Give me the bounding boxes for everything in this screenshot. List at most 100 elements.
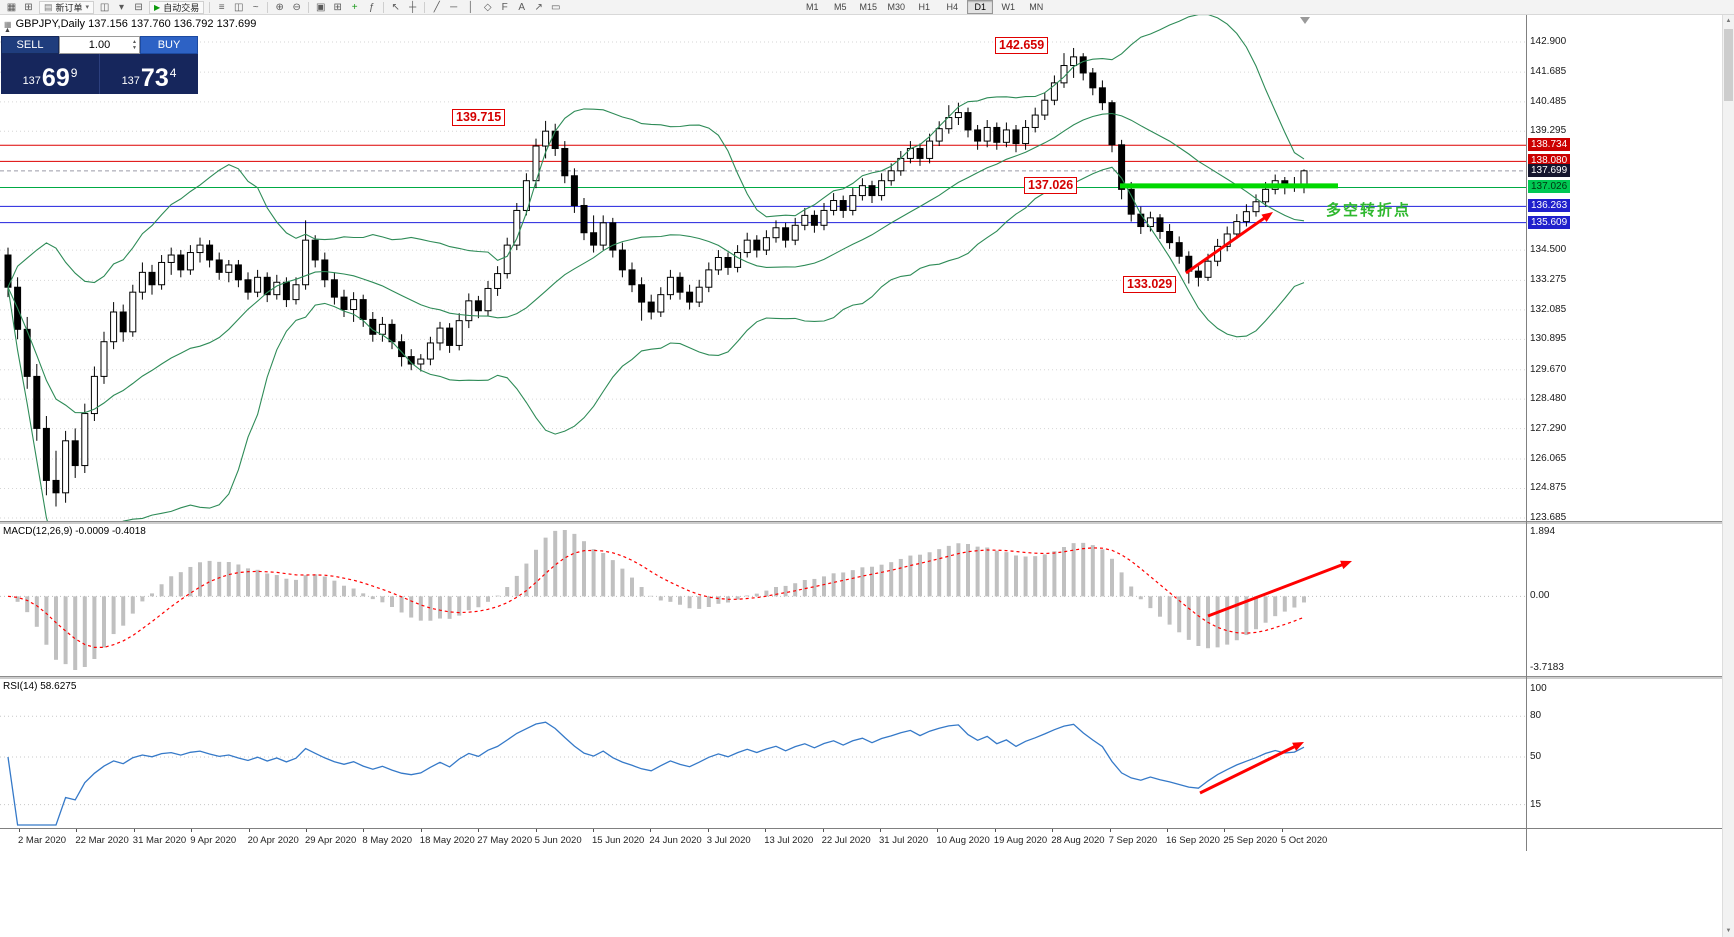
price-callout-142.659[interactable]: 142.659 (995, 37, 1049, 54)
candle-body (292, 284, 300, 301)
bb-upper[interactable] (7, 15, 1305, 288)
fibonacci-icon[interactable]: F (501, 1, 508, 13)
candle-body (446, 327, 454, 346)
chart-profiles-icon[interactable]: ◫ (99, 1, 110, 13)
bb-middle[interactable] (7, 112, 1305, 414)
trendline-icon[interactable]: ╱ (433, 1, 440, 13)
timeframe-button-M5[interactable]: M5 (833, 2, 847, 12)
candle-body (1137, 213, 1145, 228)
toolbar-profile-group: ◫ ▾ ⊟ (96, 1, 147, 14)
volume-input[interactable]: 1.00 ▲ ▼ (59, 36, 140, 54)
scroll-up-button[interactable]: ▲ (1725, 18, 1732, 24)
candle-body (81, 413, 89, 467)
candle-body (302, 239, 310, 286)
timeframe-button-H4[interactable]: H4 (946, 2, 958, 12)
grid-icon[interactable]: ⊞ (333, 1, 342, 13)
time-axis[interactable]: 2 Mar 2020 22 Mar 2020 31 Mar 2020 9 Apr 20… (0, 828, 1722, 851)
zoom-in-icon[interactable]: ⊕ (275, 1, 284, 13)
sell-price-button[interactable]: 137 69 9 (1, 54, 100, 94)
candle-body (1041, 99, 1049, 116)
candle-body (513, 209, 521, 246)
time-axis-label: 3 Jul 2020 (706, 835, 751, 846)
timeframe-button-M30[interactable]: M30 (887, 2, 905, 12)
indicators-icon[interactable]: ƒ (368, 1, 375, 13)
price-callout-137.026[interactable]: 137.026 (1024, 177, 1078, 194)
candlestick-chart-icon[interactable]: ◫ (233, 1, 244, 13)
scroll-down-button[interactable]: ▼ (1725, 928, 1732, 934)
candlesticks[interactable] (4, 47, 1308, 507)
candle-body (743, 239, 751, 254)
price-callout-139.715[interactable]: 139.715 (452, 109, 506, 126)
new-order-icon: ▤ (44, 1, 53, 12)
buy-price-button[interactable]: 137 73 4 (100, 54, 198, 94)
tile-windows-icon[interactable]: ⊟ (134, 1, 143, 13)
candle-body (254, 276, 262, 293)
pivot-note-text[interactable]: 多空转折点 (1326, 202, 1412, 219)
shapes-icon[interactable]: ▭ (550, 1, 561, 13)
timeframe-button-H1[interactable]: H1 (918, 2, 930, 12)
candle-body (1031, 114, 1039, 128)
main-chart-plot[interactable] (0, 15, 1526, 521)
toolbar-separator (267, 1, 269, 13)
candle-body (724, 256, 732, 268)
timeframe-button-W1[interactable]: W1 (1001, 2, 1015, 12)
candle-body (225, 264, 233, 273)
time-axis-tick (1167, 829, 1168, 832)
time-axis-label: 13 Jul 2020 (764, 835, 814, 846)
time-axis-tick (1281, 829, 1283, 832)
price-axis[interactable]: 142.900 141.685 140.485 139.295 134.500 133.2… (1526, 15, 1722, 851)
timeframe-toolbar: M1 M5 M15 M30 H1 H4 D1 W1 MN (799, 0, 1051, 14)
horizontal-line-icon[interactable]: ─ (450, 1, 458, 13)
timeframe-button-D1[interactable]: D1 (967, 0, 994, 14)
bb-lower[interactable] (7, 166, 1305, 521)
time-axis-label: 20 Apr 2020 (247, 835, 299, 846)
timeframe-button-M1[interactable]: M1 (805, 2, 819, 12)
trend-arrow-main[interactable] (1185, 214, 1269, 275)
candle-body (455, 320, 463, 346)
panel-separator-2[interactable] (0, 676, 1722, 679)
timeframe-button-MN[interactable]: MN (1029, 2, 1044, 12)
candle-body (263, 276, 271, 296)
toolbar: ▦ ⊞ ▤ 新订单 ▾ ◫ ▾ ⊟ ▶ 自动交易 ≡ ◫ ~ ⊕ ⊖ ▣ ⊞ + ƒ ↖ ┼ ╱ ─ │ ◇ F A ↗… (0, 0, 1734, 15)
macd-plot[interactable] (0, 524, 1526, 676)
candle-body (234, 264, 242, 281)
text-label-icon[interactable]: A (518, 1, 526, 13)
vertical-scrollbar[interactable]: ▲ ▼ (1722, 15, 1734, 937)
trend-arrow-macd[interactable] (1207, 561, 1347, 618)
sell-button[interactable]: SELL (1, 36, 59, 54)
candle-body (628, 269, 636, 286)
chart-shift-marker[interactable] (1300, 17, 1310, 24)
panel-separator-1[interactable] (0, 521, 1722, 524)
bar-chart-icon[interactable]: ≡ (218, 1, 225, 13)
arrow-tool-icon[interactable]: ↗ (534, 1, 543, 13)
price-axis-label: 132.085 (1530, 303, 1567, 315)
spin-down-icon[interactable]: ▼ (132, 45, 137, 51)
spin-up-icon[interactable]: ▲ (132, 39, 137, 45)
add-indicator-icon[interactable]: + (351, 1, 358, 13)
new-order-button[interactable]: ▤ 新订单 ▾ (39, 0, 95, 14)
one-click-trading-panel: ▲ SELL 1.00 ▲ ▼ BUY 137 69 9 (1, 27, 198, 94)
chart-window-icon[interactable]: ▦ (6, 1, 17, 13)
volume-spinner[interactable]: ▲ ▼ (132, 39, 137, 51)
scroll-thumb[interactable] (1724, 29, 1733, 101)
crosshair-icon[interactable]: ┼ (409, 1, 417, 13)
collapse-icon[interactable]: ▲ (4, 27, 11, 34)
timeframe-button-M15[interactable]: M15 (859, 2, 877, 12)
price-callout-133.029[interactable]: 133.029 (1123, 276, 1177, 293)
buy-button[interactable]: BUY (140, 36, 198, 54)
line-chart-icon[interactable]: ~ (252, 1, 259, 13)
rsi-plot[interactable] (0, 679, 1526, 828)
chevron-down-icon[interactable]: ▾ (119, 1, 125, 13)
vertical-line-icon[interactable]: │ (467, 1, 474, 13)
chart-area[interactable]: ▦ GBPJPY,Daily 137.156 137.760 136.792 1… (0, 15, 1722, 851)
candle-body (599, 222, 607, 246)
channel-icon[interactable]: ◇ (483, 1, 492, 13)
candle-body (839, 200, 847, 211)
zoom-out-icon[interactable]: ⊖ (292, 1, 301, 13)
cursor-icon[interactable]: ↖ (391, 1, 400, 13)
autotrade-button[interactable]: ▶ 自动交易 (149, 0, 205, 14)
new-chart-icon[interactable]: ⊞ (24, 1, 33, 13)
tile-charts-icon[interactable]: ▣ (315, 1, 326, 13)
time-axis-label: 28 Aug 2020 (1051, 835, 1105, 846)
trend-arrow-rsi[interactable] (1199, 743, 1300, 795)
